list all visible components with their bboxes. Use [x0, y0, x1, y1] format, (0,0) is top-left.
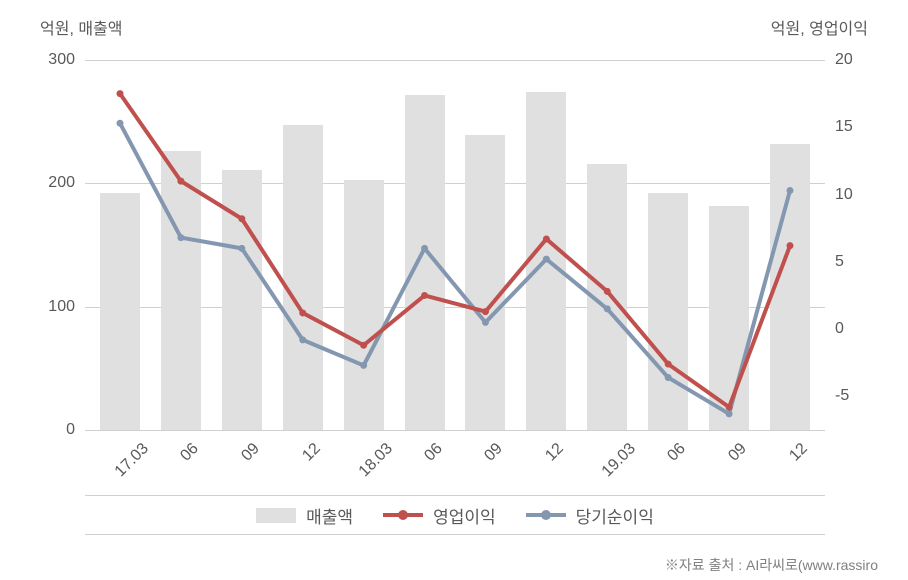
left-tick-label: 100	[48, 298, 75, 316]
legend-label: 매출액	[306, 503, 353, 528]
x-tick-label: 06	[177, 440, 202, 465]
net-income-marker	[299, 336, 306, 343]
left-tick-label: 200	[48, 174, 75, 192]
legend-label: 영업이익	[433, 503, 496, 528]
right-tick-label: 15	[835, 118, 853, 136]
left-tick-label: 300	[48, 51, 75, 69]
right-tick-label: 0	[835, 320, 844, 338]
net-income-marker	[421, 245, 428, 252]
x-tick-label: 12	[299, 440, 324, 465]
right-axis-label: 억원, 영업이익	[771, 15, 868, 39]
net-income-marker	[360, 362, 367, 369]
right-tick-label: 5	[835, 253, 844, 271]
source-text: ※자료 출처 : AI라씨로(www.rassiro	[665, 555, 878, 575]
legend-item-red: 영업이익	[383, 503, 496, 528]
x-tick-label: 19.03	[599, 440, 640, 481]
net-income-marker	[238, 245, 245, 252]
net-income-line	[120, 123, 790, 414]
x-tick-label: 17.03	[112, 440, 153, 481]
net-income-marker	[482, 319, 489, 326]
operating-profit-marker	[299, 309, 306, 316]
right-tick-label: 20	[835, 51, 853, 69]
x-tick-label: 06	[421, 440, 446, 465]
net-income-marker	[117, 120, 124, 127]
net-income-marker	[177, 234, 184, 241]
operating-profit-marker	[238, 215, 245, 222]
net-income-marker	[726, 410, 733, 417]
legend-label: 당기순이익	[576, 503, 654, 528]
legend: 매출액 영업이익 당기순이익	[85, 495, 825, 535]
legend-item-blue: 당기순이익	[526, 503, 654, 528]
left-tick-label: 0	[66, 421, 75, 439]
operating-profit-marker	[604, 288, 611, 295]
right-tick-label: -5	[835, 387, 849, 405]
line-icon	[526, 513, 566, 517]
net-income-marker	[665, 374, 672, 381]
operating-profit-marker	[543, 235, 550, 242]
x-tick-label: 06	[664, 440, 689, 465]
operating-profit-marker	[177, 178, 184, 185]
x-tick-label: 12	[543, 440, 568, 465]
right-tick-label: 10	[835, 186, 853, 204]
operating-profit-marker	[665, 361, 672, 368]
operating-profit-marker	[726, 404, 733, 411]
line-icon	[383, 513, 423, 517]
x-tick-label: 18.03	[355, 440, 396, 481]
operating-profit-marker	[421, 292, 428, 299]
grid-line	[85, 430, 825, 431]
operating-profit-marker	[482, 308, 489, 315]
operating-profit-marker	[360, 342, 367, 349]
lines-svg	[85, 60, 825, 430]
x-tick-label: 09	[238, 440, 263, 465]
x-tick-label: 09	[725, 440, 750, 465]
plot-area: 0100200300-50510152017.0306091218.030609…	[85, 60, 825, 430]
net-income-marker	[604, 305, 611, 312]
bar-icon	[256, 508, 296, 523]
legend-item-bar: 매출액	[256, 503, 353, 528]
operating-profit-marker	[787, 242, 794, 249]
net-income-marker	[543, 256, 550, 263]
chart-container: 억원, 매출액 억원, 영업이익 0100200300-50510152017.…	[0, 0, 908, 580]
operating-profit-line	[120, 94, 790, 407]
left-axis-label: 억원, 매출액	[40, 15, 123, 39]
x-tick-label: 12	[786, 440, 811, 465]
net-income-marker	[787, 187, 794, 194]
x-tick-label: 09	[482, 440, 507, 465]
operating-profit-marker	[117, 90, 124, 97]
